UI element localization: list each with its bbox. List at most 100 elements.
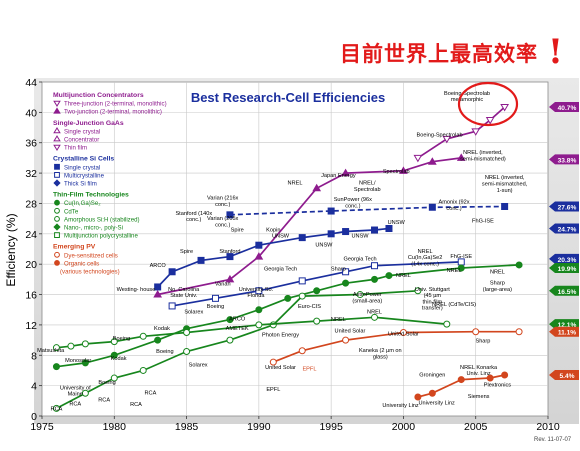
data-point <box>486 374 494 382</box>
y-tick-label: 32 <box>25 168 37 180</box>
y-tick-label: 24 <box>25 229 37 241</box>
annotation-label: Maine <box>68 392 83 398</box>
x-tick-label: 1995 <box>319 421 343 433</box>
highlight-circle <box>457 81 519 127</box>
annotation-label: NREL (CdTe/CIS) <box>432 302 476 308</box>
right-value-tag: 40.7% <box>549 102 579 113</box>
annotation-label: United Solar <box>388 332 419 338</box>
data-point <box>255 306 263 314</box>
data-point <box>226 316 234 324</box>
series-line <box>157 157 462 296</box>
annotation-label: Boeing <box>156 349 173 355</box>
annotation-label: conc.) <box>345 203 360 209</box>
right-value-tag-bg <box>549 201 579 212</box>
annotation-label: Spire <box>231 228 244 234</box>
data-point <box>515 261 523 269</box>
series-two-junction-2-terminal-monolithic- <box>153 153 466 298</box>
y-tick-label: 0 <box>31 411 37 423</box>
annotation-label: RCA <box>130 402 142 408</box>
legend-marker <box>53 127 61 134</box>
annotation-label: Photon Energy <box>262 332 299 338</box>
annotation-label: metamorphic <box>451 97 484 103</box>
annotation-label: NREL <box>331 317 346 323</box>
data-point <box>342 268 350 276</box>
data-point <box>298 292 306 300</box>
data-point <box>515 328 523 336</box>
annotation-label: NREL <box>367 310 382 316</box>
annotation-label: Sharp <box>475 338 490 344</box>
annotation-label: Kodak <box>111 356 127 362</box>
data-point <box>254 252 264 260</box>
annotation-label: semi-mismatched, <box>482 181 528 187</box>
right-value-tag-label: 24.7% <box>558 227 577 234</box>
legend-item-label: Nano-, micro-, poly-Si <box>64 225 123 232</box>
data-point <box>255 287 263 295</box>
right-value-tag-label: 5.4% <box>559 373 574 380</box>
annotation-label: Kopin <box>266 228 280 234</box>
data-point <box>168 302 176 310</box>
legend-item-label: Multicrystalline <box>64 172 105 179</box>
data-point <box>298 277 306 285</box>
annotation-label: Varian <box>215 281 231 287</box>
data-point <box>226 336 234 344</box>
annotation-label: Georgia Tech <box>264 266 297 272</box>
data-point <box>442 135 452 144</box>
legend-item-label: Single crystal <box>64 128 100 135</box>
data-point <box>139 366 147 374</box>
data-point <box>225 274 235 283</box>
data-point <box>485 116 495 125</box>
data-point <box>269 358 277 366</box>
annotation-label: RCA <box>145 391 157 397</box>
data-point <box>313 287 321 295</box>
annotation-label: Georgia Tech <box>343 256 376 262</box>
y-tick-label: 16 <box>25 290 37 302</box>
right-value-tag-bg <box>549 154 579 165</box>
data-point <box>371 313 379 321</box>
right-value-tag-label: 11.1% <box>558 330 576 337</box>
series-organic-cells <box>414 371 509 401</box>
data-point <box>211 294 219 302</box>
data-point <box>385 225 393 233</box>
annotation-label: No. Carolina <box>168 287 200 293</box>
annotation-label: conc.) <box>186 217 201 223</box>
legend-item-label: CdTe <box>64 208 79 215</box>
right-value-tag-bg <box>549 253 579 264</box>
data-point <box>52 363 60 371</box>
data-point <box>457 376 465 384</box>
legend-item-label: Cu(In,Ga)Se₂ <box>64 200 101 207</box>
series-line <box>56 316 447 349</box>
data-point <box>327 230 335 238</box>
data-point <box>471 128 481 136</box>
annotation-label: Matsushita <box>37 348 65 354</box>
data-point <box>52 344 60 352</box>
annotation-label: NREL <box>490 269 505 275</box>
legend-marker <box>54 172 60 178</box>
data-point <box>327 207 335 215</box>
annotation-label: Amonix (92x <box>438 199 469 205</box>
annotation-label: Stanford <box>219 249 240 255</box>
annotation-label: FhG-ISE <box>450 254 472 260</box>
legend-heading: Emerging PV <box>53 244 96 251</box>
series-cu-in-ga-se2 <box>52 261 523 371</box>
data-point <box>154 283 162 291</box>
data-point <box>226 211 234 219</box>
data-point <box>472 328 480 336</box>
x-tick-label: 2010 <box>536 421 560 433</box>
annotation-label: RCA <box>69 401 81 407</box>
data-point <box>399 329 407 336</box>
annotation-label: University Linz <box>382 403 419 409</box>
annotation-label: Plextronics <box>484 382 512 388</box>
right-value-tag-bg <box>549 326 579 337</box>
data-point <box>67 342 75 350</box>
right-value-tag-bg <box>549 370 579 381</box>
data-point <box>183 329 191 336</box>
right-value-tag-label: 27.6% <box>558 204 577 211</box>
right-value-tag-bg <box>549 285 579 296</box>
annotation-label: Florida <box>247 293 265 299</box>
annotation-label: Groningen <box>419 373 445 379</box>
annotation-label: Boeing <box>98 380 115 386</box>
data-point <box>428 203 436 211</box>
data-point <box>139 332 147 340</box>
data-point <box>255 321 263 329</box>
legend-heading: Multijunction Concentrators <box>53 92 144 99</box>
